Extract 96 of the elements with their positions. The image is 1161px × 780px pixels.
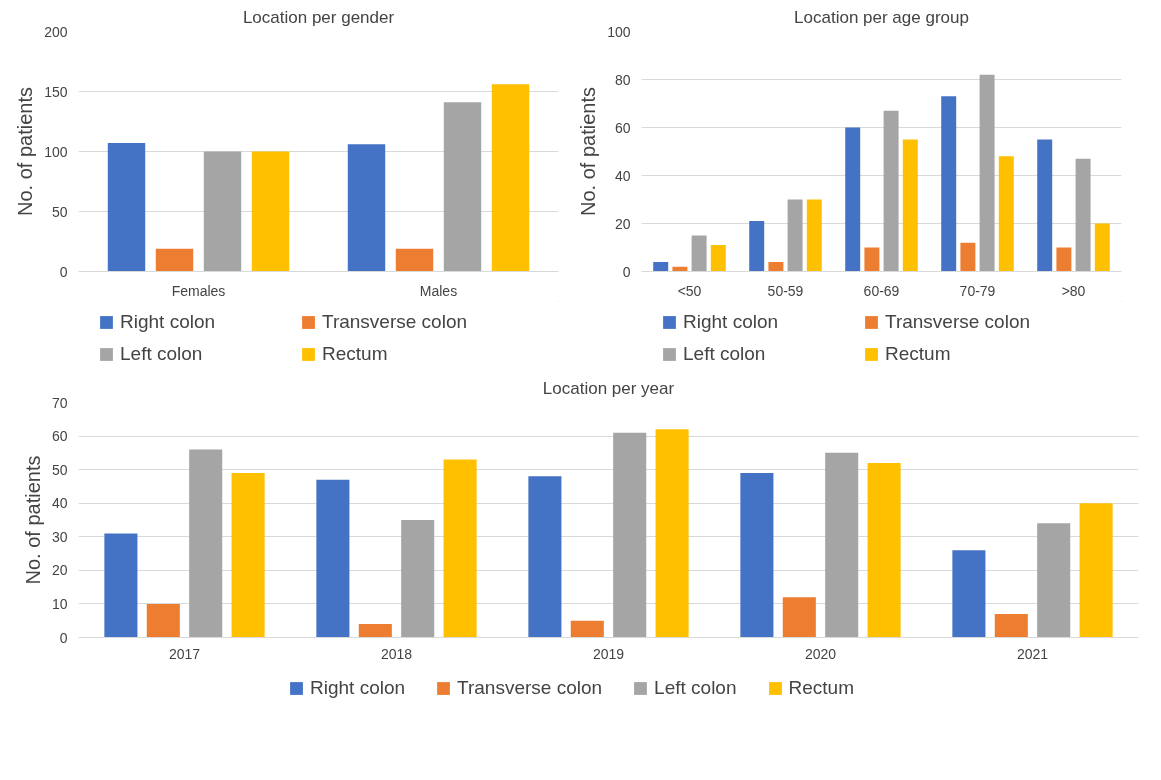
- bar: [749, 221, 765, 272]
- legend-label: Transverse colon: [322, 311, 469, 333]
- chart-title: Location per gender: [242, 7, 395, 27]
- x-tick-label: 2020: [804, 645, 837, 662]
- bar: [653, 261, 669, 272]
- x-tick-label: >80: [1061, 282, 1086, 299]
- y-tick-label: 20: [614, 215, 631, 232]
- y-tick-label: 0: [59, 263, 68, 280]
- bar: [613, 432, 647, 638]
- bar: [231, 473, 265, 638]
- x-tick-label: 2021: [1016, 645, 1049, 662]
- y-tick-label: 0: [622, 263, 631, 280]
- legend-label: Right colon: [310, 677, 406, 699]
- bar: [960, 242, 976, 272]
- bar: [998, 156, 1014, 272]
- x-tick-label: 2019: [592, 645, 625, 662]
- y-tick-label: 100: [44, 143, 68, 160]
- legend-label: Rectum: [885, 343, 952, 365]
- bar: [1075, 158, 1091, 272]
- bar: [825, 452, 859, 638]
- y-tick-label: 200: [44, 23, 68, 40]
- bar: [787, 199, 803, 272]
- x-tick-label: <50: [677, 282, 702, 299]
- legend-label: Right colon: [683, 311, 780, 333]
- bar: [358, 624, 392, 638]
- bar: [941, 96, 957, 272]
- bar: [401, 520, 435, 638]
- legend-label: Transverse colon: [457, 677, 603, 699]
- bar: [443, 459, 477, 638]
- bar: [768, 261, 784, 272]
- bar: [994, 614, 1028, 638]
- chart-title: Location per year: [542, 378, 675, 398]
- y-tick-label: 70: [51, 394, 68, 411]
- bar: [883, 110, 899, 272]
- legend-label: Transverse colon: [885, 311, 1032, 333]
- legend-label: Left colon: [683, 343, 767, 365]
- legend-label: Left colon: [120, 343, 204, 365]
- y-tick-label: 100: [607, 23, 631, 40]
- x-tick-label: 60-69: [863, 282, 900, 299]
- y-tick-label: 150: [44, 83, 68, 100]
- bar: [107, 143, 146, 272]
- bar: [443, 102, 482, 272]
- bar: [691, 235, 707, 272]
- y-tick-label: 60: [614, 119, 631, 136]
- x-tick-label: 2018: [380, 645, 413, 662]
- bar: [155, 248, 194, 272]
- bar: [979, 74, 995, 272]
- x-tick-label: Females: [171, 282, 226, 299]
- y-tick-label: 80: [614, 71, 631, 88]
- y-tick-label: 10: [51, 595, 68, 612]
- bar: [867, 462, 901, 638]
- bar: [1037, 523, 1071, 638]
- legend-label: Rectum: [322, 343, 389, 365]
- chart-title: Location per age group: [794, 7, 969, 27]
- bar: [316, 479, 350, 638]
- y-tick-label: 40: [614, 167, 631, 184]
- bar: [710, 245, 726, 272]
- legend-label: Rectum: [788, 677, 854, 699]
- bar: [491, 84, 530, 272]
- x-tick-label: 50-59: [767, 282, 804, 299]
- bar: [902, 139, 918, 272]
- bar: [782, 597, 816, 638]
- bar: [570, 620, 604, 638]
- x-tick-label: 70-79: [959, 282, 996, 299]
- legend-label: Left colon: [654, 677, 737, 699]
- bar: [1079, 503, 1113, 638]
- y-tick-label: 40: [51, 495, 68, 512]
- y-tick-label: 20: [51, 562, 68, 579]
- bar: [395, 248, 434, 272]
- bar: [104, 533, 138, 638]
- bar: [203, 151, 242, 272]
- bar: [864, 247, 880, 272]
- bar: [251, 151, 290, 272]
- y-tick-label: 60: [51, 428, 68, 445]
- legend-label: Right colon: [120, 311, 217, 333]
- y-tick-label: 30: [51, 528, 68, 545]
- y-tick-label: 50: [51, 203, 68, 220]
- bar: [1056, 247, 1072, 272]
- bar: [189, 449, 223, 638]
- bar: [845, 127, 861, 272]
- bar: [1094, 223, 1110, 272]
- y-axis-title: No. of patients: [14, 87, 37, 216]
- y-axis-title: No. of patients: [577, 87, 600, 216]
- bar: [952, 550, 986, 638]
- x-tick-label: Males: [419, 282, 458, 299]
- bar: [347, 144, 386, 272]
- bar: [806, 199, 822, 272]
- bar: [655, 429, 689, 638]
- bar: [740, 473, 774, 638]
- bar: [1037, 139, 1053, 272]
- bar: [146, 603, 180, 638]
- bar: [528, 476, 562, 638]
- x-tick-label: 2017: [168, 645, 201, 662]
- y-tick-label: 0: [59, 629, 68, 646]
- y-tick-label: 50: [51, 461, 68, 478]
- y-axis-title: No. of patients: [21, 455, 44, 585]
